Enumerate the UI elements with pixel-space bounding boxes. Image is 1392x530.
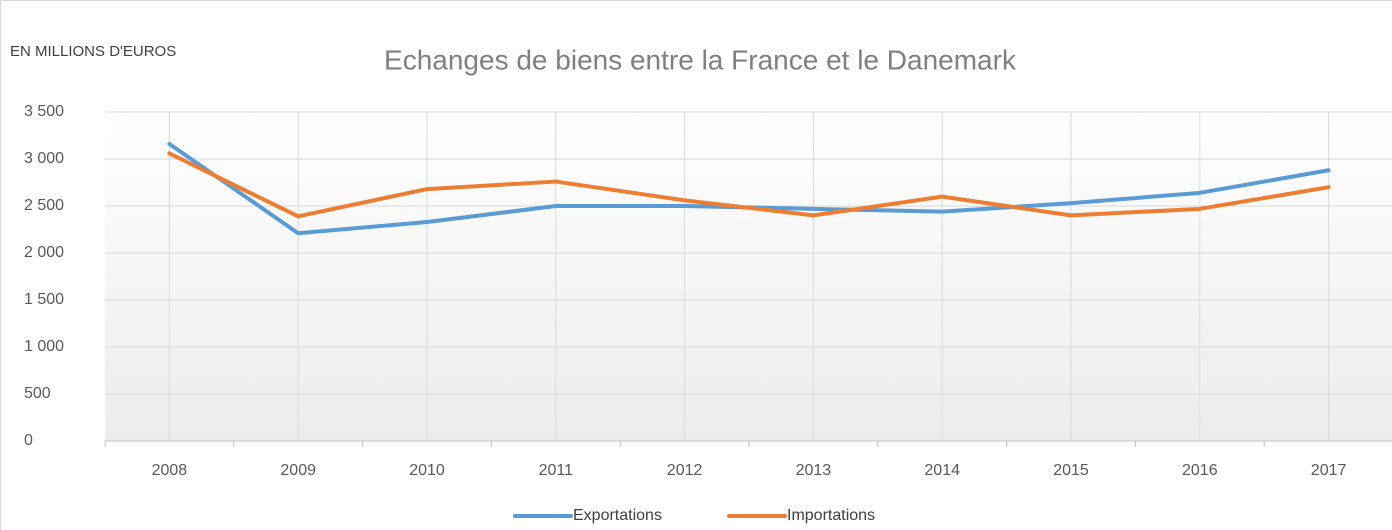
y-tick-label: 500 <box>24 385 51 402</box>
x-tick-label: 2012 <box>667 462 703 479</box>
x-tick-label: 2016 <box>1182 462 1218 479</box>
x-tick-label: 2010 <box>409 462 445 479</box>
y-tick-label: 1 500 <box>24 291 64 308</box>
x-tick-label: 2009 <box>280 462 316 479</box>
line-series <box>167 151 1331 219</box>
x-tick-label: 2011 <box>539 462 574 479</box>
y-tick-label: 3 000 <box>24 150 64 167</box>
x-tick-label: 2015 <box>1053 462 1089 479</box>
plot-area <box>105 112 1392 441</box>
x-tick-label: 2014 <box>924 462 960 479</box>
y-tick-label: 1 000 <box>24 338 64 355</box>
x-tick-label: 2013 <box>796 462 832 479</box>
x-tick-label: 2008 <box>152 462 188 479</box>
y-tick-label: 0 <box>24 432 33 449</box>
y-tick-label: 2 500 <box>24 197 64 214</box>
legend-label: Importations <box>787 507 875 524</box>
y-tick-label: 2 000 <box>24 244 64 261</box>
chart-title: Echanges de biens entre la France et le … <box>384 44 1017 75</box>
legend-label: Exportations <box>573 507 662 524</box>
y-axis-label: EN MILLIONS D'EUROS <box>10 43 176 60</box>
y-tick-label: 3 500 <box>24 103 64 120</box>
x-tick-label: 2017 <box>1311 462 1347 479</box>
